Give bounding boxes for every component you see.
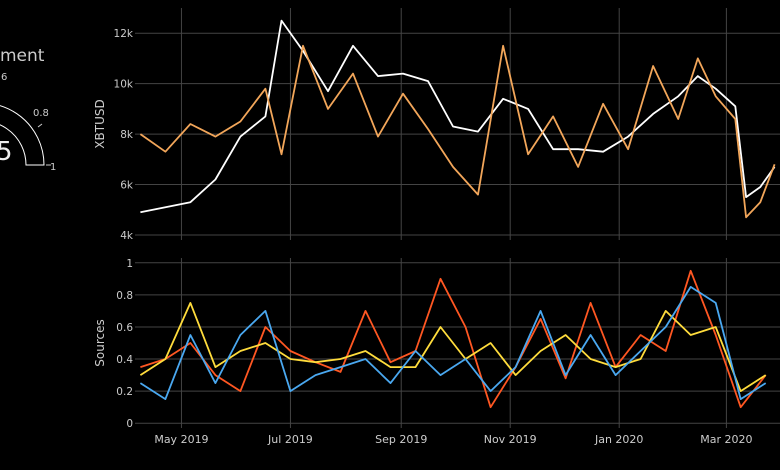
series-line	[139, 44, 776, 219]
y-tick-label: 0	[126, 418, 133, 430]
y-tick-label: 8k	[120, 129, 134, 141]
gauge-tick-label-1: 1	[50, 162, 56, 173]
x-tick-label: Sep 2019	[375, 433, 427, 446]
y-tick-label: 0.4	[116, 354, 133, 366]
x-tick-label: Jan 2020	[594, 433, 643, 446]
y-tick-label: 0.2	[116, 386, 133, 398]
sentiment-gauge: 6 0.8 1 5	[0, 72, 56, 173]
gauge-title: ment	[0, 46, 45, 66]
gauge-panel: 6 0.8 1 5 ment	[0, 0, 90, 200]
y-axis-title: XBTUSD	[93, 99, 107, 148]
y-tick-label: 4k	[120, 230, 134, 242]
y-axis-title: Sources	[93, 319, 107, 366]
gauge-tick-label-08: 0.8	[33, 108, 49, 119]
x-tick-label: Mar 2020	[700, 433, 752, 446]
y-tick-label: 0.6	[116, 322, 133, 334]
x-tick-label: Nov 2019	[484, 433, 537, 446]
gauge-tick-label-top: 6	[1, 72, 7, 83]
y-tick-label: 12k	[114, 28, 134, 40]
gauge-value: 5	[0, 137, 13, 167]
gauge-tick-08	[37, 123, 43, 128]
y-tick-label: 0.8	[116, 290, 133, 302]
series-layer	[139, 19, 776, 409]
y-tick-label: 1	[126, 258, 133, 270]
x-tick-label: Jul 2019	[267, 433, 313, 446]
gauge-track	[0, 105, 45, 166]
y-tick-label: 6k	[120, 180, 134, 192]
x-tick-label: May 2019	[154, 433, 208, 446]
y-tick-label: 10k	[114, 79, 134, 91]
series-line	[139, 301, 767, 393]
label-layer: May 2019 Jul 2019 Sep 2019 Nov 2019 Jan 2020…	[93, 28, 753, 446]
series-line	[140, 19, 776, 214]
series-line	[139, 285, 767, 401]
series-line	[140, 269, 767, 409]
